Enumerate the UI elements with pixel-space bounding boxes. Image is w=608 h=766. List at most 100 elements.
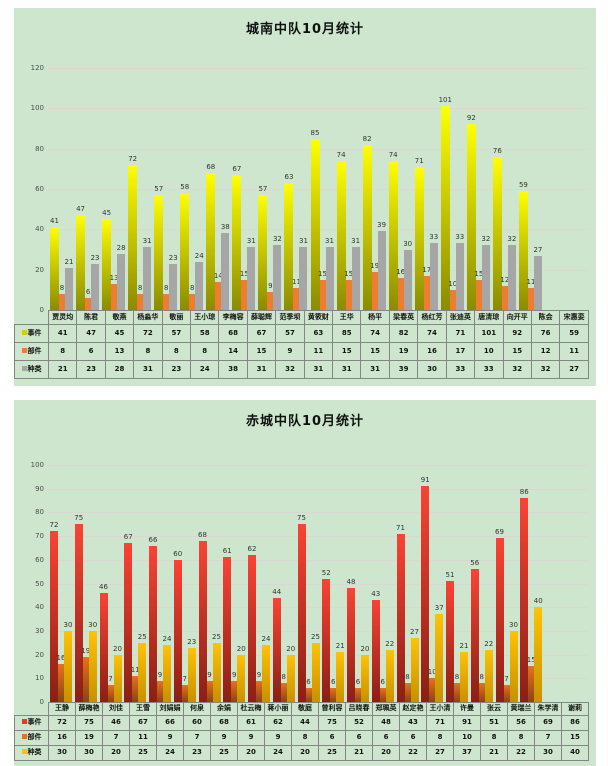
table-row: 事件 41 47 45 72 57 58 68 67 57 63 85 74 82 74 71 101 92 76 5…: [14, 324, 589, 343]
table-value-cell: 47: [76, 324, 106, 343]
bar-value-label: 57: [258, 185, 268, 194]
bar-value-label: 27: [533, 245, 543, 254]
bar-部件: [85, 297, 92, 310]
table-value-cell: 72: [48, 715, 76, 731]
bar-value-label: 15: [474, 269, 484, 278]
gridline: [48, 108, 588, 110]
bar-事件: [371, 600, 380, 702]
table-category-cell: 张迪英: [445, 310, 476, 325]
table-row: 部件 16 19 7 11 9 7 9 9 9 8 6 6 6 6 8 10 8 8 7 15: [14, 730, 589, 746]
bar-部件: [528, 666, 535, 702]
legend-row-header: 种类: [14, 360, 49, 379]
table-value-cell: 7: [534, 730, 562, 746]
table-value-cell: 11: [129, 730, 157, 746]
bar-value-label: 8: [405, 673, 410, 682]
table-value-cell: 27: [559, 360, 589, 379]
table-value-cell: 25: [129, 745, 157, 761]
table-value-cell: 46: [102, 715, 130, 731]
bar-事件: [180, 193, 190, 310]
bar-value-label: 30: [88, 620, 98, 629]
bar-种类: [377, 231, 386, 310]
bar-种类: [351, 247, 360, 310]
bar-事件: [322, 578, 331, 702]
bar-事件: [128, 164, 138, 310]
legend-swatch-icon: [21, 734, 27, 740]
bar-部件: [429, 678, 436, 702]
legend-row-header: 事件: [14, 324, 49, 343]
bar-value-label: 23: [168, 253, 178, 262]
table-category-cell: 蒋小丽: [264, 702, 292, 716]
bar-种类: [262, 645, 270, 702]
bar-value-label: 16: [56, 654, 66, 663]
bar-value-label: 9: [256, 670, 262, 679]
bar-value-label: 15: [344, 269, 354, 278]
table-value-cell: 67: [246, 324, 277, 343]
table-value-cell: 71: [426, 715, 454, 731]
table-value-cell: 6: [345, 730, 373, 746]
data-table: 贾灵均 陈君 敬燕 杨淼华 敬丽 王小琼 李梅容 薛聪辉 范季坝 黄筱财 王华 杨平 梁春英 杨红芳 张迪英…: [14, 310, 589, 379]
y-axis-tick-label: 80: [35, 144, 44, 153]
bar-事件: [50, 227, 59, 310]
bar-种类: [361, 654, 369, 702]
bar-value-label: 21: [335, 642, 345, 651]
bar-部件: [206, 680, 213, 702]
table-category-cell: 黄瑞兰: [507, 702, 535, 716]
bar-value-label: 33: [429, 233, 439, 242]
table-value-cell: 75: [318, 715, 346, 731]
bar-value-label: 61: [222, 547, 232, 556]
bar-事件: [347, 588, 355, 702]
y-axis-tick-label: 60: [35, 555, 44, 564]
bar-事件: [284, 182, 294, 310]
bar-事件: [518, 191, 528, 310]
bar-部件: [59, 293, 65, 310]
table-value-cell: 15: [332, 342, 362, 361]
table-value-cell: 72: [133, 324, 163, 343]
table-value-cell: 24: [156, 745, 184, 761]
bar-事件: [470, 569, 479, 702]
bar-部件: [404, 683, 411, 702]
bar-种类: [187, 647, 196, 702]
y-axis-tick-label: 80: [35, 508, 44, 517]
bar-部件: [231, 680, 238, 702]
table-corner-cell: [15, 311, 49, 325]
gridline: [48, 559, 588, 561]
table-value-cell: 25: [318, 745, 346, 761]
bar-value-label: 30: [63, 620, 73, 629]
bar-事件: [74, 524, 83, 702]
bar-value-label: 22: [484, 639, 494, 648]
bar-事件: [206, 172, 216, 310]
table-value-cell: 30: [48, 745, 76, 761]
bar-value-label: 85: [310, 128, 320, 137]
table-category-cell: 刘娟娟: [156, 702, 184, 716]
bar-部件: [449, 289, 456, 310]
bar-部件: [305, 687, 312, 702]
table-value-cell: 22: [507, 745, 535, 761]
bar-事件: [232, 174, 242, 310]
bar-value-label: 20: [286, 644, 296, 653]
bar-value-label: 32: [507, 235, 517, 244]
bar-部件: [501, 285, 508, 310]
table-value-cell: 27: [426, 745, 454, 761]
table-value-cell: 17: [445, 342, 476, 361]
chart-title: 城南中队10月统计: [245, 22, 365, 37]
chart-panel-chengnan: 城南中队10月统计 0 20 40 60 80 100 120 41 47 45 72 57 58 68 6…: [14, 8, 596, 386]
bar-事件: [492, 156, 502, 310]
table-value-cell: 85: [332, 324, 362, 343]
bar-事件: [258, 195, 268, 310]
gridline: [48, 607, 588, 609]
table-value-cell: 9: [237, 730, 265, 746]
bar-部件: [319, 279, 326, 310]
bar-value-label: 8: [281, 673, 286, 682]
bar-value-label: 12: [500, 275, 510, 284]
table-value-cell: 30: [75, 745, 103, 761]
y-axis-tick-label: 40: [35, 225, 44, 234]
bar-value-label: 13: [109, 273, 119, 282]
bar-部件: [397, 277, 404, 310]
y-axis-tick-label: 100: [30, 104, 44, 113]
bar-种类: [385, 649, 394, 702]
bar-事件: [446, 581, 454, 702]
bar-value-label: 45: [102, 209, 112, 218]
plot-area: 0 20 40 60 80 100 120 41 47 45 72 57 58 68 67 57 63 85 74 8…: [31, 64, 588, 314]
table-value-cell: 8: [507, 730, 535, 746]
table-value-cell: 30: [534, 745, 562, 761]
